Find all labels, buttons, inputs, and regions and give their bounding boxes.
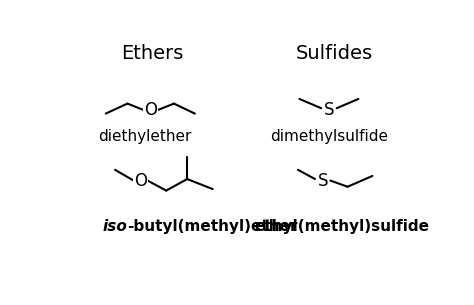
Text: Sulfides: Sulfides <box>296 44 373 63</box>
Text: iso: iso <box>102 219 128 234</box>
Text: Ethers: Ethers <box>121 44 183 63</box>
Text: diethylether: diethylether <box>98 129 191 144</box>
Text: S: S <box>318 172 328 190</box>
Text: ethyl(methyl)sulfide: ethyl(methyl)sulfide <box>255 219 429 234</box>
Text: S: S <box>324 101 334 119</box>
Text: dimethylsulfide: dimethylsulfide <box>270 129 388 144</box>
Text: -butyl(methyl)ether: -butyl(methyl)ether <box>128 219 298 234</box>
Text: O: O <box>134 172 147 190</box>
Text: O: O <box>144 101 157 119</box>
